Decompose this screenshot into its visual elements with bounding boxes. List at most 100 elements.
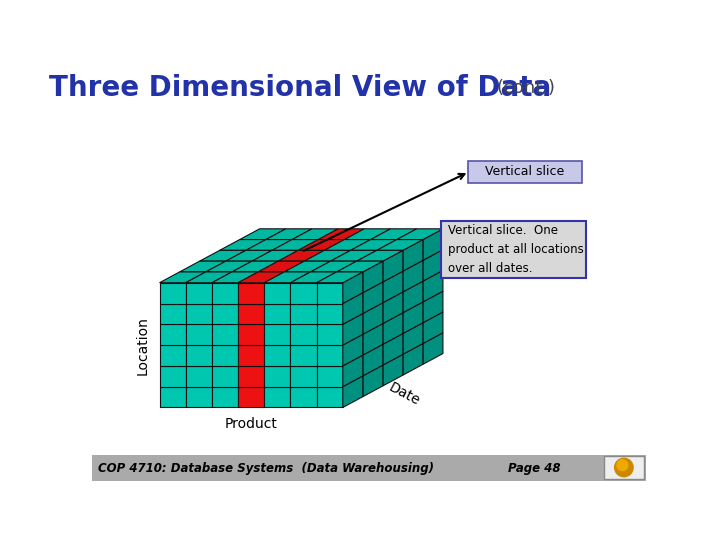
Bar — [92, 455, 647, 481]
Text: Three Dimensional View of Data: Three Dimensional View of Data — [48, 74, 551, 102]
Polygon shape — [371, 229, 417, 240]
Polygon shape — [383, 251, 403, 282]
Polygon shape — [290, 272, 337, 283]
Polygon shape — [403, 302, 423, 334]
Polygon shape — [298, 240, 344, 251]
Polygon shape — [423, 229, 443, 260]
Polygon shape — [238, 325, 264, 345]
Polygon shape — [290, 387, 317, 408]
Polygon shape — [266, 229, 312, 240]
Polygon shape — [199, 251, 246, 261]
Polygon shape — [240, 229, 286, 240]
Polygon shape — [363, 303, 383, 334]
Polygon shape — [160, 303, 186, 325]
Polygon shape — [186, 283, 212, 303]
Polygon shape — [160, 325, 186, 345]
Circle shape — [617, 460, 628, 470]
Polygon shape — [264, 283, 290, 303]
Polygon shape — [290, 283, 317, 303]
Polygon shape — [186, 345, 212, 366]
Polygon shape — [343, 376, 363, 408]
Polygon shape — [238, 366, 264, 387]
Polygon shape — [305, 251, 351, 261]
Polygon shape — [383, 334, 403, 365]
Polygon shape — [212, 283, 238, 303]
Polygon shape — [212, 272, 258, 283]
Polygon shape — [226, 251, 272, 261]
Polygon shape — [238, 283, 264, 303]
Polygon shape — [383, 292, 403, 323]
Polygon shape — [186, 387, 212, 408]
Polygon shape — [423, 271, 443, 302]
Polygon shape — [383, 354, 403, 386]
Text: Page 48: Page 48 — [508, 462, 560, 475]
Polygon shape — [363, 323, 383, 355]
Polygon shape — [206, 261, 252, 272]
Polygon shape — [397, 229, 443, 240]
Polygon shape — [403, 260, 423, 292]
Polygon shape — [343, 355, 363, 387]
Polygon shape — [212, 345, 238, 366]
Polygon shape — [179, 261, 226, 272]
Polygon shape — [343, 272, 363, 303]
Polygon shape — [186, 366, 212, 387]
FancyBboxPatch shape — [468, 161, 582, 183]
Text: Vertical slice: Vertical slice — [485, 165, 564, 178]
Polygon shape — [377, 240, 423, 251]
Polygon shape — [356, 251, 403, 261]
Text: Product: Product — [225, 417, 278, 431]
Polygon shape — [423, 249, 443, 281]
Polygon shape — [160, 272, 206, 283]
Polygon shape — [220, 240, 266, 251]
Polygon shape — [318, 229, 364, 240]
Polygon shape — [160, 345, 186, 366]
Polygon shape — [238, 272, 284, 283]
Polygon shape — [292, 229, 338, 240]
Polygon shape — [423, 291, 443, 323]
Text: Location: Location — [135, 316, 150, 375]
Circle shape — [615, 458, 633, 477]
Polygon shape — [290, 303, 317, 325]
Polygon shape — [423, 312, 443, 343]
Bar — [604, 456, 644, 479]
Text: COP 4710: Database Systems  (Data Warehousing): COP 4710: Database Systems (Data Warehou… — [98, 462, 434, 475]
Polygon shape — [363, 261, 383, 293]
Polygon shape — [212, 387, 238, 408]
Text: Vertical slice.  One
product at all locations
over all dates.: Vertical slice. One product at all locat… — [449, 224, 584, 275]
Polygon shape — [310, 261, 356, 272]
Text: Date: Date — [387, 380, 423, 408]
Polygon shape — [290, 345, 317, 366]
Polygon shape — [264, 272, 310, 283]
Polygon shape — [324, 240, 371, 251]
Polygon shape — [264, 345, 290, 366]
Polygon shape — [290, 366, 317, 387]
Polygon shape — [317, 366, 343, 387]
Polygon shape — [264, 387, 290, 408]
Polygon shape — [186, 303, 212, 325]
Polygon shape — [317, 272, 363, 283]
Polygon shape — [317, 303, 343, 325]
Polygon shape — [403, 323, 423, 354]
Polygon shape — [284, 261, 330, 272]
Polygon shape — [160, 283, 186, 303]
Polygon shape — [403, 343, 423, 375]
Polygon shape — [160, 366, 186, 387]
Polygon shape — [423, 333, 443, 364]
Polygon shape — [317, 283, 343, 303]
Polygon shape — [337, 261, 383, 272]
Polygon shape — [343, 314, 363, 345]
Polygon shape — [212, 303, 238, 325]
Polygon shape — [363, 345, 383, 376]
Polygon shape — [238, 303, 264, 325]
Polygon shape — [212, 366, 238, 387]
Polygon shape — [272, 240, 318, 251]
Polygon shape — [343, 334, 363, 366]
Polygon shape — [160, 387, 186, 408]
Polygon shape — [278, 251, 324, 261]
FancyBboxPatch shape — [441, 221, 586, 278]
Polygon shape — [212, 325, 238, 345]
Polygon shape — [383, 313, 403, 345]
Polygon shape — [403, 281, 423, 313]
Polygon shape — [351, 240, 397, 251]
Polygon shape — [252, 251, 298, 261]
